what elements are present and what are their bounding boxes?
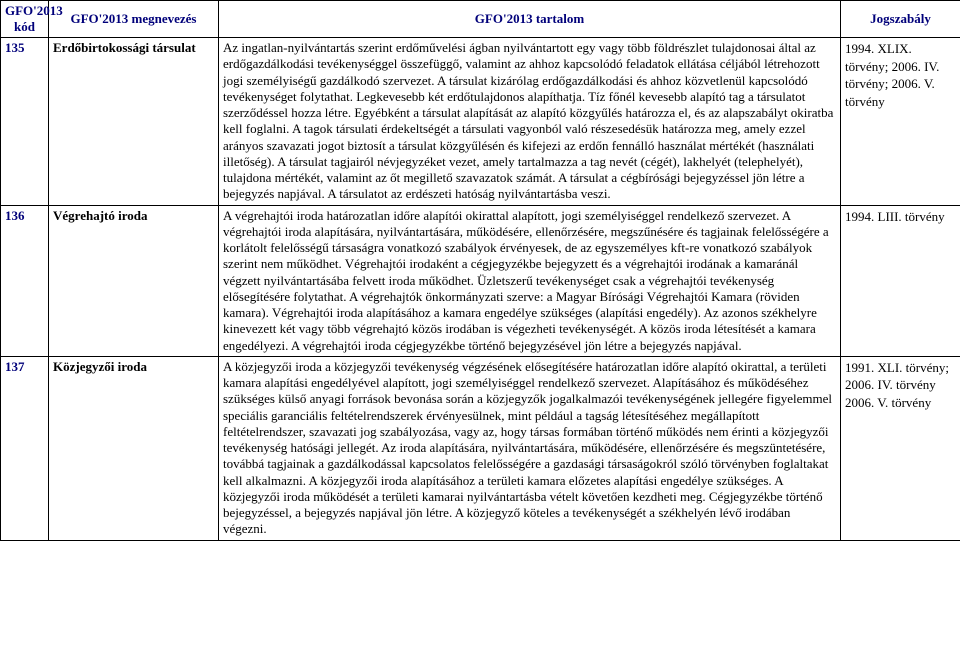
cell-jogszabaly: 1994. XLIX. törvény; 2006. IV. törvény; … — [841, 38, 960, 206]
header-kod: GFO'2013 kód — [1, 1, 49, 38]
cell-jogszabaly: 1994. LIII. törvény — [841, 205, 960, 356]
gfo-table: GFO'2013 kód GFO'2013 megnevezés GFO'201… — [0, 0, 960, 541]
table-row: 137 Közjegyzői iroda A közjegyzői iroda … — [1, 356, 960, 540]
cell-kod: 137 — [1, 356, 49, 540]
cell-jogszabaly: 1991. XLI. törvény; 2006. IV. törvény 20… — [841, 356, 960, 540]
table-row: 136 Végrehajtó iroda A végrehajtói iroda… — [1, 205, 960, 356]
header-megnevezes: GFO'2013 megnevezés — [49, 1, 219, 38]
cell-tartalom: Az ingatlan-nyilvántartás szerint erdőmű… — [219, 38, 841, 206]
cell-tartalom: A végrehajtói iroda határozatlan időre a… — [219, 205, 841, 356]
header-jogszabaly: Jogszabály — [841, 1, 960, 38]
cell-megnevezes: Végrehajtó iroda — [49, 205, 219, 356]
header-row: GFO'2013 kód GFO'2013 megnevezés GFO'201… — [1, 1, 960, 38]
cell-kod: 136 — [1, 205, 49, 356]
header-tartalom: GFO'2013 tartalom — [219, 1, 841, 38]
cell-kod: 135 — [1, 38, 49, 206]
cell-megnevezes: Közjegyzői iroda — [49, 356, 219, 540]
table-row: 135 Erdőbirtokossági társulat Az ingatla… — [1, 38, 960, 206]
cell-megnevezes: Erdőbirtokossági társulat — [49, 38, 219, 206]
cell-tartalom: A közjegyzői iroda a közjegyzői tevékeny… — [219, 356, 841, 540]
